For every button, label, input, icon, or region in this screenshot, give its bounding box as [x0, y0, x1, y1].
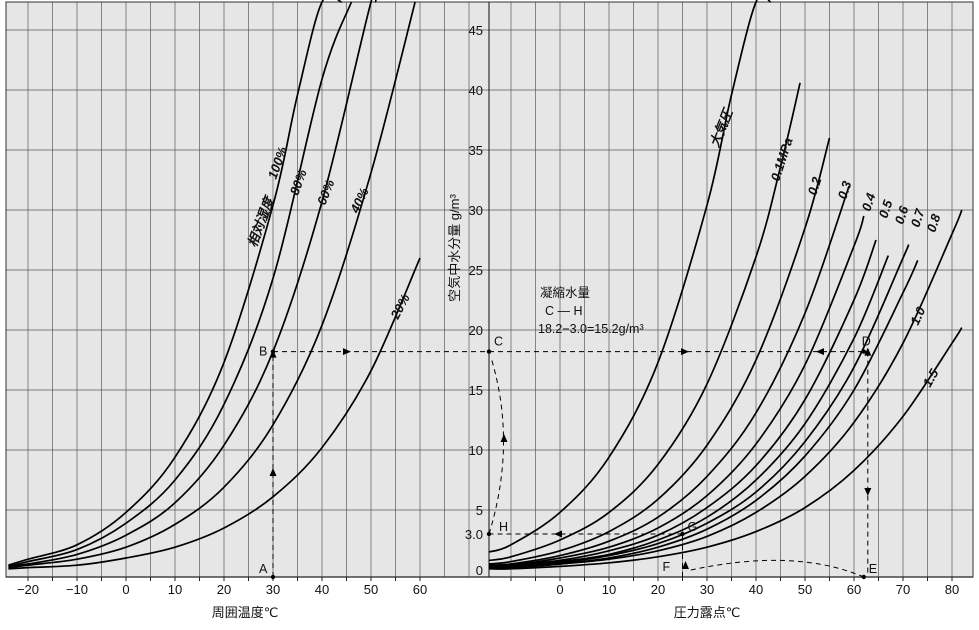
pressure-curve — [488, 327, 963, 570]
point-label-a: A — [259, 562, 268, 576]
pressure-curve-label: 0.6 — [892, 203, 912, 226]
guide-arrow — [500, 434, 508, 442]
rh-curve — [8, 257, 421, 570]
left-x-tick-label: 30 — [266, 582, 280, 597]
y-tick-label: 30 — [469, 203, 483, 218]
left-x-tick-label: 40 — [315, 582, 329, 597]
guide-point — [861, 349, 866, 354]
y-tick-label: 35 — [469, 143, 483, 158]
y-tick-label: 3.0 — [465, 527, 483, 542]
y-tick-label: 20 — [469, 323, 483, 338]
guide-arrow — [864, 347, 872, 356]
guide-arrow — [269, 468, 277, 476]
right-x-tick-label: 10 — [602, 582, 616, 597]
right-x-axis-title: 圧力露点℃ — [674, 605, 741, 620]
pressure-curve — [488, 239, 877, 568]
pressure-curve-label: 0.5 — [876, 197, 896, 220]
point-label-b: B — [259, 345, 267, 359]
point-label-h: H — [499, 520, 508, 534]
y-tick-label: 25 — [469, 263, 483, 278]
rh-curve — [8, 0, 377, 568]
point-label-c: C — [494, 335, 503, 349]
pressure-curve-label: 1.0 — [907, 304, 929, 327]
guide-point — [680, 531, 685, 537]
rh-curve — [8, 0, 342, 567]
pressure-curve — [488, 82, 801, 562]
guide-point — [861, 574, 866, 580]
right-x-tick-label: 80 — [945, 582, 959, 597]
guide-point — [486, 349, 492, 354]
pressure-curve-label: 0.3 — [835, 178, 855, 201]
rh-curve — [8, 1, 353, 568]
right-x-tick-label: 30 — [700, 582, 714, 597]
guide-arrow — [681, 348, 689, 356]
guide-arrow — [682, 561, 689, 569]
guide-line — [488, 357, 504, 535]
pressure-curve-label: 0.7 — [908, 206, 928, 229]
left-x-tick-label: −20 — [17, 582, 39, 597]
condensation-formula: 18.2−3.0=15.2g/m³ — [538, 322, 644, 336]
condensation-title: 凝縮水量 — [540, 285, 590, 300]
guide-lines — [269, 347, 872, 580]
left-x-tick-label: 0 — [122, 582, 129, 597]
guide-arrow — [816, 348, 824, 356]
right-x-tick-label: 60 — [847, 582, 861, 597]
y-tick-label: 40 — [469, 83, 483, 98]
y-tick-label: 15 — [469, 383, 483, 398]
guide-line — [686, 559, 864, 578]
point-label-d: D — [862, 335, 871, 349]
pressure-curve — [488, 209, 963, 569]
pressure-curve-label: 0.2 — [805, 174, 825, 197]
left-x-tick-label: 50 — [364, 582, 378, 597]
pressure-curve — [488, 185, 850, 567]
left-x-tick-label: 10 — [168, 582, 182, 597]
left-x-tick-label: −10 — [66, 582, 88, 597]
guide-arrow — [864, 488, 872, 496]
pressure-curve — [488, 137, 831, 565]
left-x-axis-title: 周囲温度℃ — [212, 605, 279, 620]
y-tick-label: 10 — [469, 443, 483, 458]
pressure-curve-label: 0.8 — [924, 211, 944, 234]
left-x-tick-label: 60 — [413, 582, 427, 597]
pressure-curve-label: 0.4 — [859, 190, 879, 213]
curves — [8, 0, 963, 570]
condensation-line2: C — H — [545, 304, 583, 318]
guide-arrow — [554, 530, 562, 538]
guide-point — [270, 574, 276, 580]
right-x-tick-label: 70 — [896, 582, 910, 597]
y-tick-label: 0 — [476, 563, 483, 578]
guide-point — [270, 349, 276, 354]
pressure-curve — [488, 215, 865, 568]
right-x-tick-label: 20 — [651, 582, 665, 597]
right-x-tick-label: 50 — [798, 582, 812, 597]
pressure-curve — [488, 0, 772, 553]
right-x-tick-label: 40 — [749, 582, 763, 597]
right-x-tick-label: 0 — [556, 582, 563, 597]
point-label-f: F — [663, 560, 671, 574]
rh-curve — [8, 1, 416, 569]
y-axis-title: 空気中水分量 g/m³ — [447, 194, 462, 302]
point-label-g: G — [688, 520, 698, 534]
pressure-curve — [488, 244, 910, 569]
point-label-e: E — [869, 562, 877, 576]
guide-point — [486, 531, 492, 537]
y-tick-label: 45 — [469, 23, 483, 38]
left-x-tick-label: 20 — [217, 582, 231, 597]
guide-arrow — [343, 348, 351, 356]
y-tick-label: 5 — [476, 503, 483, 518]
